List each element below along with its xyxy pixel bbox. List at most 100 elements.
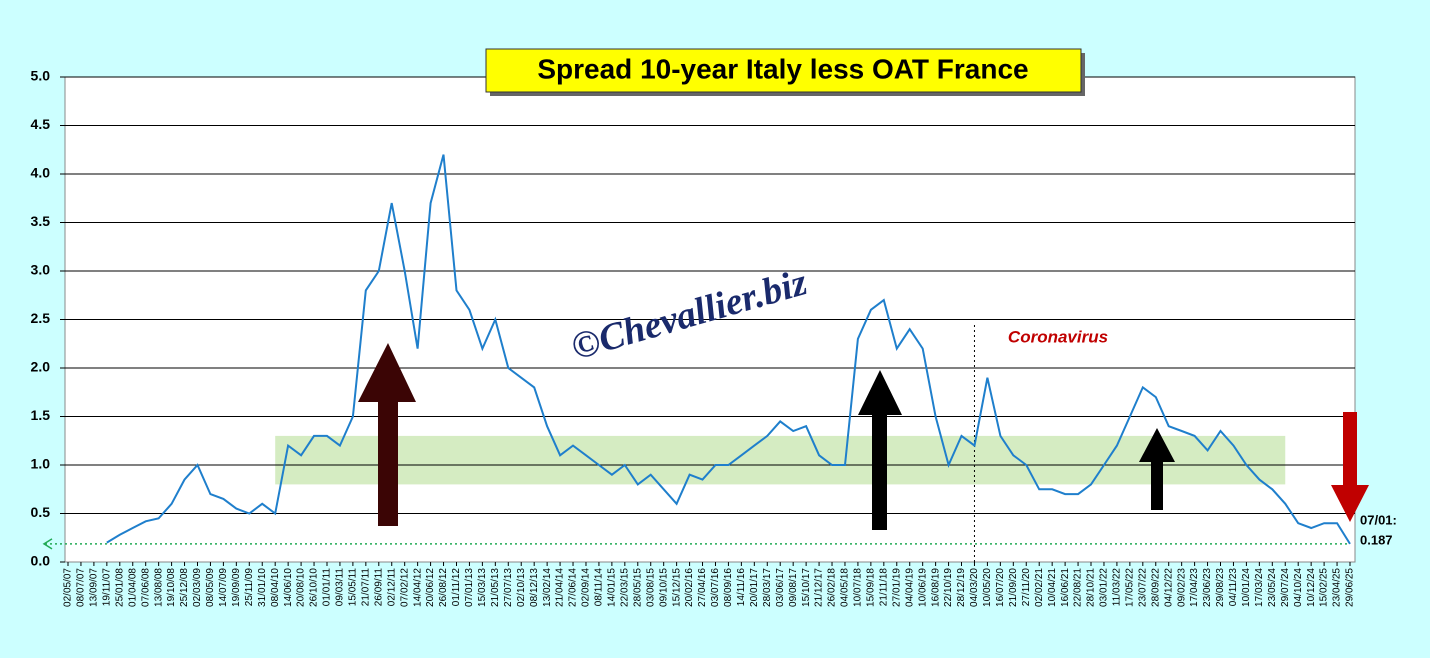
x-tick-label: 17/03/24 xyxy=(1254,568,1265,607)
x-tick-label: 02/03/09 xyxy=(192,568,203,607)
x-tick-label: 11/03/22 xyxy=(1112,568,1123,607)
x-tick-label: 26/10/10 xyxy=(309,568,320,607)
data-line xyxy=(106,154,1351,545)
x-tick-label: 29/07/24 xyxy=(1280,568,1291,607)
y-tick-label: 0.5 xyxy=(31,504,51,520)
x-tick-label: 03/06/17 xyxy=(775,568,786,607)
x-tick-label: 13/09/07 xyxy=(89,568,100,607)
y-tick-label: 3.0 xyxy=(31,262,51,278)
x-tick-label: 22/08/21 xyxy=(1073,568,1084,607)
x-tick-label: 14/11/16 xyxy=(736,568,747,607)
x-tick-label: 16/08/19 xyxy=(930,568,941,607)
y-tick-label: 5.0 xyxy=(31,68,51,84)
x-tick-label: 27/01/19 xyxy=(891,568,902,607)
x-tick-label: 04/11/23 xyxy=(1228,568,1239,607)
x-tick-label: 13/08/08 xyxy=(153,568,164,607)
x-tick-label: 07/02/12 xyxy=(399,568,410,607)
x-tick-label: 17/05/22 xyxy=(1124,568,1135,607)
x-tick-label: 28/10/21 xyxy=(1086,568,1097,607)
x-tick-label: 15/05/11 xyxy=(348,568,359,607)
x-tick-label: 20/08/10 xyxy=(296,568,307,607)
x-tick-label: 09/08/17 xyxy=(788,568,799,607)
x-tick-label: 09/03/11 xyxy=(335,568,346,607)
x-tick-label: 14/07/09 xyxy=(218,568,229,607)
x-tick-label: 23/06/23 xyxy=(1202,568,1213,607)
x-tick-label: 08/09/16 xyxy=(723,568,734,607)
x-tick-label: 01/11/12 xyxy=(451,568,462,607)
x-tick-label: 08/11/14 xyxy=(594,568,605,607)
x-tick-label: 08/05/09 xyxy=(205,568,216,607)
y-tick-label: 4.5 xyxy=(31,116,51,132)
x-tick-label: 02/05/07 xyxy=(63,568,74,607)
y-tick-label: 1.5 xyxy=(31,407,51,423)
x-tick-label: 27/06/14 xyxy=(568,568,579,607)
x-tick-label: 28/05/15 xyxy=(632,568,643,607)
x-tick-label: 15/09/18 xyxy=(866,568,877,607)
x-tick-label: 21/07/11 xyxy=(360,568,371,607)
arrows xyxy=(358,343,1369,530)
x-tick-label: 23/04/25 xyxy=(1332,568,1343,607)
y-tick-label: 1.0 xyxy=(31,456,51,472)
x-tick-label: 21/05/13 xyxy=(490,568,501,607)
x-tick-label: 13/02/14 xyxy=(542,568,553,607)
x-tick-label: 14/01/15 xyxy=(607,568,618,607)
x-tick-label: 26/08/12 xyxy=(438,568,449,607)
x-tick-label: 22/03/15 xyxy=(619,568,630,607)
x-tick-label: 08/12/13 xyxy=(529,568,540,607)
x-tick-label: 31/01/10 xyxy=(257,568,268,607)
x-tick-label: 20/01/17 xyxy=(749,568,760,607)
x-tick-label: 27/07/13 xyxy=(503,568,514,607)
x-tick-label: 15/10/17 xyxy=(801,568,812,607)
x-tick-label: 09/02/23 xyxy=(1176,568,1187,607)
x-tick-label: 15/03/13 xyxy=(477,568,488,607)
arrow-up xyxy=(358,343,416,526)
x-tick-label: 02/02/21 xyxy=(1034,568,1045,607)
x-tick-label: 02/09/14 xyxy=(581,568,592,607)
x-tick-label: 07/06/08 xyxy=(140,568,151,607)
arrow-up xyxy=(1139,428,1175,510)
x-tick-label: 23/07/22 xyxy=(1137,568,1148,607)
x-tick-label: 28/03/17 xyxy=(762,568,773,607)
x-tick-label: 25/11/09 xyxy=(244,568,255,607)
x-tick-label: 04/03/20 xyxy=(969,568,980,607)
under-layer xyxy=(65,76,1355,514)
y-tick-label: 2.0 xyxy=(31,359,51,375)
x-tick-label: 14/04/12 xyxy=(412,568,423,607)
x-tick-label: 10/07/18 xyxy=(853,568,864,607)
x-tick-label: 27/04/16 xyxy=(697,568,708,607)
x-tick-label: 04/05/18 xyxy=(840,568,851,607)
x-tick-label: 04/10/24 xyxy=(1293,568,1304,607)
x-tick-label: 04/12/22 xyxy=(1163,568,1174,607)
y-tick-label: 4.0 xyxy=(31,165,51,181)
x-tick-label: 10/12/24 xyxy=(1306,568,1317,607)
chart-title: Spread 10-year Italy less OAT France xyxy=(537,53,1028,84)
x-tick-label: 26/02/18 xyxy=(827,568,838,607)
x-tick-label: 20/06/12 xyxy=(425,568,436,607)
x-tick-label: 19/10/08 xyxy=(166,568,177,607)
x-tick-label: 25/01/08 xyxy=(114,568,125,607)
event-label: Coronavirus xyxy=(1008,327,1108,346)
x-tick-label: 03/01/22 xyxy=(1099,568,1110,607)
x-tick-label: 21/12/17 xyxy=(814,568,825,607)
x-tick-label: 10/06/19 xyxy=(917,568,928,607)
x-tick-label: 21/09/20 xyxy=(1008,568,1019,607)
x-tick-label: 08/07/07 xyxy=(76,568,87,607)
arrow-down xyxy=(1331,412,1369,522)
x-tick-label: 20/02/16 xyxy=(684,568,695,607)
x-tick-label: 10/01/24 xyxy=(1241,568,1252,607)
arrow-up xyxy=(858,370,902,530)
x-tick-label: 08/04/10 xyxy=(270,568,281,607)
last-value-arrowhead xyxy=(42,538,53,550)
x-tick-label: 25/12/08 xyxy=(179,568,190,607)
x-tick-label: 27/11/20 xyxy=(1021,568,1032,607)
y-tick-label: 2.5 xyxy=(31,310,51,326)
x-tick-label: 14/06/10 xyxy=(283,568,294,607)
last-label: 07/01: xyxy=(1360,512,1397,527)
x-tick-label: 09/10/15 xyxy=(658,568,669,607)
y-tick-label: 3.5 xyxy=(31,213,51,229)
x-tick-label: 15/02/25 xyxy=(1319,568,1330,607)
x-tick-label: 26/09/11 xyxy=(373,568,384,607)
x-tick-label: 28/09/22 xyxy=(1150,568,1161,607)
